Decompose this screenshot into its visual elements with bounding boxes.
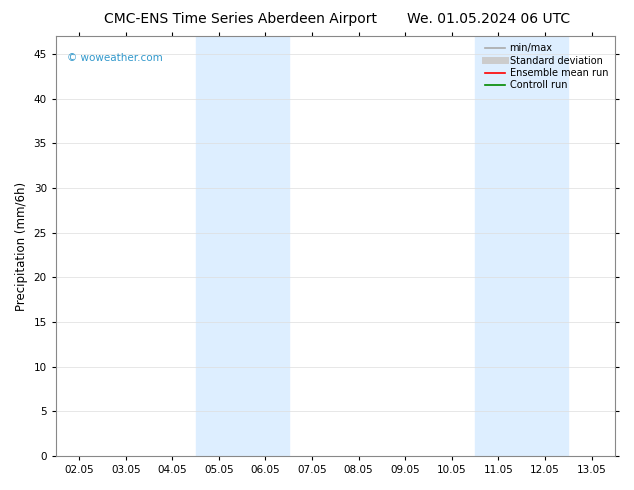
Bar	[195, 36, 288, 456]
Text: We. 01.05.2024 06 UTC: We. 01.05.2024 06 UTC	[406, 12, 570, 26]
Legend: min/max, Standard deviation, Ensemble mean run, Controll run: min/max, Standard deviation, Ensemble me…	[483, 41, 610, 92]
Text: CMC-ENS Time Series Aberdeen Airport: CMC-ENS Time Series Aberdeen Airport	[105, 12, 377, 26]
Text: © woweather.com: © woweather.com	[67, 53, 163, 63]
Bar	[475, 36, 568, 456]
Y-axis label: Precipitation (mm/6h): Precipitation (mm/6h)	[15, 182, 28, 311]
